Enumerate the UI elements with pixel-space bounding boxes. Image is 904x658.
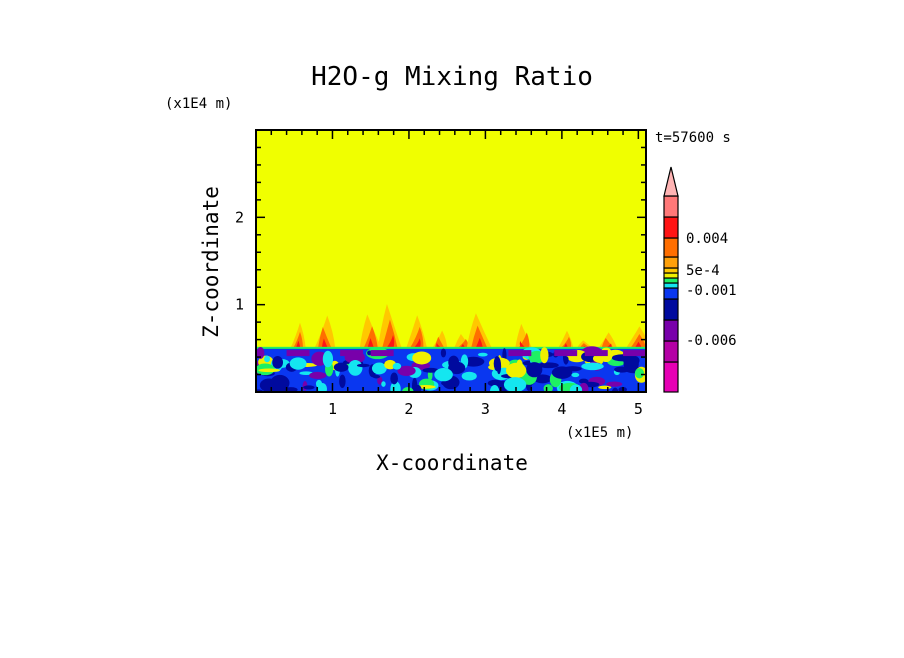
colorbar-segment — [664, 217, 678, 238]
boundary-layer-contour — [623, 350, 646, 356]
x-tick-label: 3 — [481, 400, 490, 418]
boundary-layer-contour — [564, 356, 569, 363]
x-tick-label: 4 — [557, 400, 566, 418]
boundary-layer-contour — [606, 382, 622, 387]
boundary-layer-contour — [462, 372, 477, 381]
boundary-layer-contour — [316, 380, 322, 388]
boundary-layer-contour — [554, 350, 577, 356]
boundary-layer-contour — [506, 363, 526, 378]
colorbar-segment — [664, 283, 678, 288]
boundary-layer-contour — [381, 381, 385, 387]
boundary-layer-contour — [334, 363, 349, 372]
boundary-layer-contour — [373, 375, 381, 379]
boundary-layer-contour — [526, 362, 542, 377]
colorbar-segment — [664, 341, 678, 362]
boundary-layer-contour — [614, 367, 630, 373]
boundary-layer-contour — [412, 351, 431, 364]
boundary-layer-contour — [390, 373, 398, 385]
boundary-layer-contour — [635, 368, 644, 378]
boundary-layer-contour — [441, 348, 446, 357]
boundary-layer-contour — [357, 364, 370, 368]
colorbar-segment — [664, 238, 678, 257]
boundary-layer-contour — [571, 373, 579, 377]
colorbar-segment — [664, 299, 678, 320]
colorbar-label: -0.006 — [686, 333, 737, 349]
boundary-layer-contour — [585, 350, 608, 356]
boundary-layer-contour — [272, 356, 283, 369]
colorbar-overflow-triangle — [664, 167, 678, 196]
x-tick-label: 1 — [328, 400, 337, 418]
x-tick-label: 5 — [634, 400, 643, 418]
colorbar: 0.004 5e-4 -0.001 -0.006 — [664, 167, 737, 392]
boundary-layer-contour — [434, 368, 453, 381]
y-units-label: (x1E4 m) — [165, 96, 232, 112]
colorbar-segment — [664, 196, 678, 217]
x-tick-label: 2 — [404, 400, 413, 418]
boundary-layer-contour — [348, 360, 362, 376]
colorbar-label: -0.001 — [686, 283, 737, 299]
boundary-layer-contour — [581, 363, 603, 371]
boundary-layer-contour — [540, 347, 548, 363]
colorbar-segment — [664, 278, 678, 283]
colorbar-segment — [664, 320, 678, 341]
colorbar-segment — [664, 362, 678, 392]
boundary-layer-contour — [264, 356, 270, 363]
boundary-layer-contour — [309, 372, 326, 379]
y-tick-label: 1 — [235, 296, 244, 314]
contour-field — [249, 130, 651, 399]
boundary-layer-contour — [339, 375, 346, 388]
boundary-layer-contour — [340, 350, 363, 356]
x-units-label: (x1E5 m) — [566, 425, 633, 441]
chart-title: H2O-g Mixing Ratio — [311, 62, 593, 92]
boundary-layer-contour — [323, 351, 333, 368]
boundary-layer-contour — [504, 377, 526, 392]
y-tick-label: 2 — [235, 208, 244, 226]
y-axis-label: Z-coordinate — [199, 186, 223, 338]
colorbar-segment — [664, 273, 678, 278]
boundary-layer-contour — [303, 385, 315, 389]
colorbar-label: 0.004 — [686, 231, 728, 247]
boundary-layer-contour — [570, 384, 582, 395]
boundary-layer-contour — [371, 350, 394, 356]
colorbar-segment — [664, 288, 678, 299]
boundary-layer-contour — [478, 353, 488, 357]
colorbar-segment — [664, 268, 678, 273]
boundary-layer-contour — [287, 350, 310, 356]
x-axis-label: X-coordinate — [376, 451, 528, 475]
boundary-layer-contour — [497, 358, 501, 374]
colorbar-segment — [664, 257, 678, 268]
boundary-layer-contour — [290, 357, 307, 369]
boundary-layer-contour — [393, 363, 401, 370]
boundary-layer-contour — [552, 366, 572, 378]
time-label: t=57600 s — [655, 130, 731, 146]
boundary-layer-contour — [260, 379, 278, 392]
boundary-layer-contour — [258, 369, 280, 373]
colorbar-label: 5e-4 — [686, 263, 720, 279]
boundary-layer-contour — [508, 350, 531, 356]
